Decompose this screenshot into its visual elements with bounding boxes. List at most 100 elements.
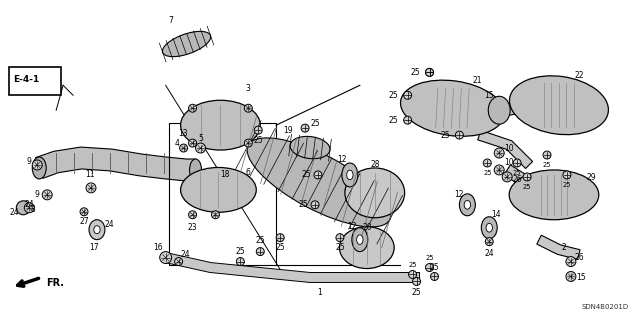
Ellipse shape bbox=[509, 76, 609, 135]
Circle shape bbox=[566, 256, 576, 267]
Ellipse shape bbox=[509, 170, 599, 220]
Circle shape bbox=[494, 165, 504, 175]
Text: 4: 4 bbox=[174, 138, 179, 148]
Circle shape bbox=[483, 159, 492, 167]
Circle shape bbox=[426, 68, 433, 76]
Circle shape bbox=[502, 172, 512, 182]
Circle shape bbox=[513, 159, 521, 167]
Ellipse shape bbox=[481, 217, 497, 239]
Circle shape bbox=[24, 203, 35, 213]
Ellipse shape bbox=[163, 31, 211, 57]
FancyBboxPatch shape bbox=[10, 67, 61, 95]
Circle shape bbox=[244, 139, 252, 147]
Text: 2: 2 bbox=[561, 243, 566, 252]
Text: 23: 23 bbox=[188, 223, 197, 232]
Ellipse shape bbox=[356, 235, 363, 244]
Circle shape bbox=[189, 139, 196, 147]
Ellipse shape bbox=[247, 138, 391, 227]
Polygon shape bbox=[164, 253, 420, 282]
Text: 25: 25 bbox=[408, 262, 417, 268]
Circle shape bbox=[196, 143, 205, 153]
Circle shape bbox=[160, 252, 172, 263]
Text: FR.: FR. bbox=[46, 278, 64, 288]
Text: 24: 24 bbox=[24, 200, 34, 209]
Polygon shape bbox=[477, 130, 532, 168]
Text: 20: 20 bbox=[363, 223, 372, 232]
Text: 25: 25 bbox=[429, 263, 439, 272]
Text: 14: 14 bbox=[492, 210, 501, 219]
Circle shape bbox=[426, 263, 433, 271]
Text: 25: 25 bbox=[543, 162, 551, 168]
Text: 25: 25 bbox=[389, 116, 399, 125]
Text: 25: 25 bbox=[275, 243, 285, 252]
Text: 11: 11 bbox=[85, 170, 95, 179]
Circle shape bbox=[244, 104, 252, 112]
Circle shape bbox=[175, 257, 182, 265]
Ellipse shape bbox=[352, 228, 368, 252]
Text: 25: 25 bbox=[253, 136, 263, 145]
Text: 25: 25 bbox=[440, 130, 451, 140]
Polygon shape bbox=[36, 147, 196, 181]
Text: 16: 16 bbox=[153, 243, 163, 252]
Circle shape bbox=[42, 190, 52, 200]
Text: SDN4B0201D: SDN4B0201D bbox=[582, 304, 628, 310]
Text: 17: 17 bbox=[89, 243, 99, 252]
Ellipse shape bbox=[180, 100, 260, 150]
Polygon shape bbox=[504, 165, 526, 185]
Text: 9: 9 bbox=[27, 158, 32, 167]
Text: 3: 3 bbox=[246, 84, 251, 93]
Circle shape bbox=[336, 234, 344, 241]
Text: 24: 24 bbox=[10, 208, 19, 217]
Text: 21: 21 bbox=[472, 76, 482, 85]
Text: 8: 8 bbox=[31, 205, 36, 214]
Ellipse shape bbox=[339, 227, 394, 269]
Circle shape bbox=[566, 271, 576, 281]
Text: 24: 24 bbox=[484, 249, 494, 258]
Text: 19: 19 bbox=[284, 126, 293, 135]
Circle shape bbox=[494, 148, 504, 158]
Ellipse shape bbox=[345, 168, 404, 218]
Text: 6: 6 bbox=[246, 168, 251, 177]
Text: 25: 25 bbox=[563, 182, 571, 188]
Text: 15: 15 bbox=[484, 91, 494, 100]
Text: 5: 5 bbox=[198, 134, 203, 143]
Circle shape bbox=[404, 91, 412, 99]
Text: 12: 12 bbox=[454, 190, 464, 199]
Circle shape bbox=[426, 68, 433, 76]
Circle shape bbox=[254, 126, 262, 134]
Text: 9: 9 bbox=[35, 190, 40, 199]
Ellipse shape bbox=[401, 80, 504, 136]
Ellipse shape bbox=[17, 201, 30, 215]
Circle shape bbox=[32, 160, 42, 170]
Ellipse shape bbox=[94, 226, 100, 234]
Circle shape bbox=[314, 171, 322, 179]
Text: 10: 10 bbox=[504, 144, 514, 152]
Circle shape bbox=[408, 271, 417, 278]
Text: 27: 27 bbox=[79, 217, 89, 226]
Circle shape bbox=[86, 183, 96, 193]
Circle shape bbox=[523, 173, 531, 181]
Circle shape bbox=[543, 151, 551, 159]
Ellipse shape bbox=[486, 223, 492, 232]
Text: 15: 15 bbox=[576, 273, 586, 282]
Ellipse shape bbox=[464, 200, 470, 209]
Text: 12: 12 bbox=[347, 222, 356, 231]
Circle shape bbox=[211, 211, 220, 219]
Text: 13: 13 bbox=[178, 129, 188, 137]
Text: 25: 25 bbox=[412, 288, 421, 297]
Circle shape bbox=[256, 248, 264, 256]
Text: E-4-1: E-4-1 bbox=[13, 75, 40, 84]
Ellipse shape bbox=[89, 220, 105, 240]
Polygon shape bbox=[503, 101, 520, 116]
Circle shape bbox=[276, 234, 284, 241]
Circle shape bbox=[404, 116, 412, 124]
Circle shape bbox=[456, 131, 463, 139]
Text: 25: 25 bbox=[255, 236, 265, 245]
Text: 10: 10 bbox=[504, 159, 514, 167]
Text: 7: 7 bbox=[168, 16, 173, 25]
Text: 25: 25 bbox=[483, 170, 492, 176]
Text: 25: 25 bbox=[335, 243, 345, 252]
Text: 12: 12 bbox=[337, 155, 347, 165]
Ellipse shape bbox=[488, 96, 510, 124]
Text: 22: 22 bbox=[574, 71, 584, 80]
